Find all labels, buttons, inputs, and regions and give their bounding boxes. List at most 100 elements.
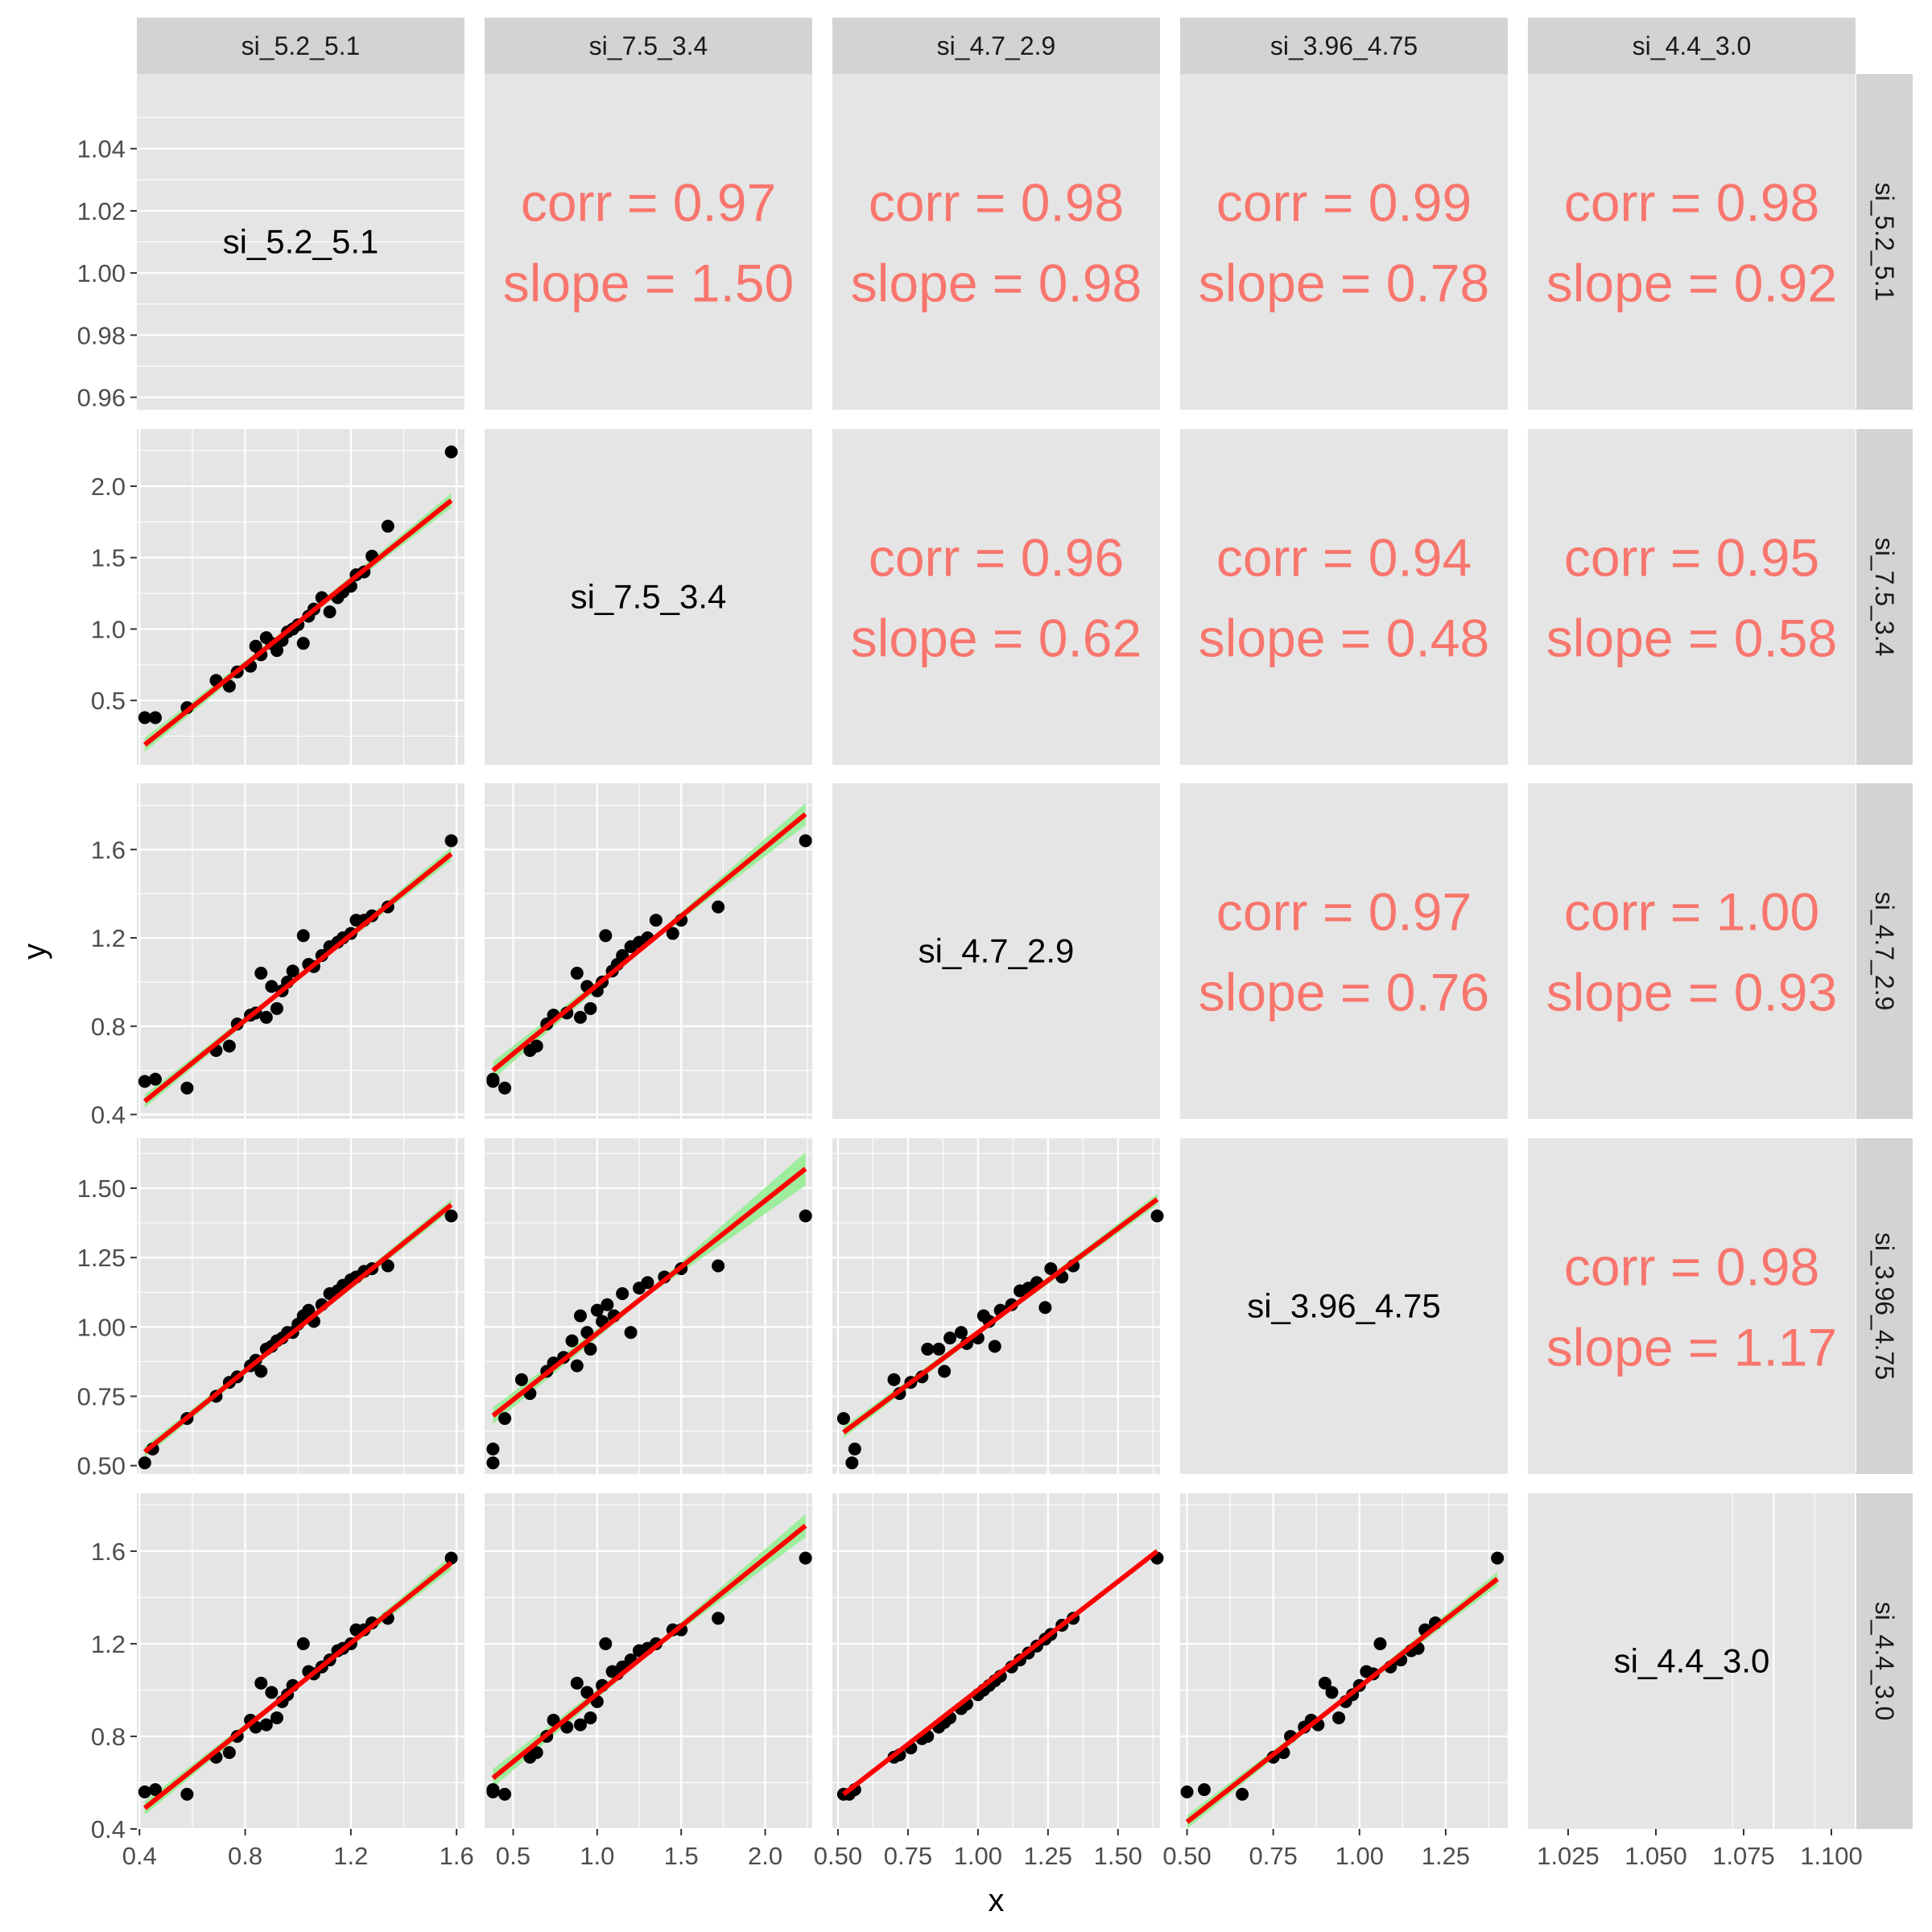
strip-label: si_4.4_3.0	[1870, 1602, 1899, 1721]
x-tick-label: 0.75	[1249, 1842, 1298, 1870]
data-point	[270, 644, 283, 658]
facet-strip-top-4: si_4.4_3.0	[1528, 18, 1856, 74]
scatter-panel-r4-c1	[486, 1513, 812, 1801]
panel-r4-c3	[1180, 1493, 1508, 1831]
data-point	[584, 1001, 597, 1015]
facet-strip-top-0: si_5.2_5.1	[137, 18, 464, 74]
data-point	[254, 1676, 268, 1690]
data-point	[988, 1340, 1001, 1353]
data-point	[138, 1785, 151, 1798]
y-axis-row-3: 0.50 0.75 1.00 1.25 1.50	[77, 1174, 137, 1480]
data-point	[498, 1081, 512, 1095]
panel-background	[832, 1493, 1160, 1829]
data-point	[530, 1746, 543, 1760]
x-tick-label: 1.025	[1537, 1842, 1600, 1870]
strip-label: si_4.7_2.9	[937, 31, 1056, 60]
y-tick-label: 1.25	[77, 1244, 126, 1272]
panel-r4-c2	[832, 1493, 1160, 1831]
facet-strip-top-3: si_3.96_4.75	[1180, 18, 1508, 74]
data-point	[641, 1276, 654, 1290]
diagonal-label: si_4.4_3.0	[1614, 1642, 1770, 1680]
slope-value: slope = 0.58	[1546, 609, 1837, 668]
panel-background	[1180, 74, 1508, 410]
y-tick-label: 0.5	[91, 687, 126, 715]
strip-background	[485, 18, 812, 74]
panel-background	[1528, 429, 1856, 765]
facet-strip-top-1: si_7.5_3.4	[485, 18, 812, 74]
scatter-panel-r1-c0	[138, 445, 458, 752]
corr-value: corr = 0.96	[869, 528, 1124, 588]
y-tick-label: 1.0	[91, 615, 126, 643]
data-point	[498, 1412, 512, 1426]
x-tick-label: 1.2	[333, 1842, 368, 1870]
data-point	[616, 1286, 630, 1300]
x-tick-label: 1.100	[1800, 1842, 1863, 1870]
data-point	[138, 1075, 151, 1088]
slope-value: slope = 0.93	[1546, 963, 1837, 1022]
strip-background	[1856, 783, 1913, 1119]
regression-line	[142, 1560, 453, 1810]
y-tick-label: 0.98	[77, 321, 126, 349]
diagonal-label: si_4.7_2.9	[919, 932, 1075, 970]
data-point	[799, 1551, 812, 1565]
data-point	[565, 1334, 579, 1348]
x-tick-label: 0.5	[496, 1842, 530, 1870]
regression-line	[842, 1197, 1159, 1435]
x-axis-col-4: 1.025 1.050 1.075 1.100	[1537, 1829, 1863, 1870]
data-point	[887, 1373, 901, 1386]
data-point	[270, 1711, 283, 1724]
data-point	[444, 445, 458, 459]
data-point	[381, 519, 394, 533]
x-tick-label: 0.50	[814, 1842, 862, 1870]
strip-label: si_3.96_4.75	[1270, 31, 1418, 60]
data-point	[486, 1456, 500, 1470]
data-point	[254, 1364, 268, 1378]
data-point	[848, 1442, 861, 1455]
corr-value: corr = 0.98	[1564, 1237, 1819, 1297]
regression-line	[491, 1523, 807, 1781]
data-point	[836, 1412, 850, 1426]
data-point	[649, 914, 663, 927]
panel-r1-c2	[832, 429, 1160, 765]
data-point	[323, 605, 336, 619]
scatter-panel-r3-c2	[836, 1193, 1164, 1470]
strip-background	[137, 18, 464, 74]
panel-r0-c4	[1528, 74, 1856, 410]
y-tick-label: 0.8	[91, 1723, 126, 1751]
data-point	[590, 1303, 604, 1317]
data-point	[180, 1787, 194, 1801]
x-axis-col-2: 0.50 0.75 1.00 1.25 1.50	[814, 1829, 1142, 1870]
strip-background	[1528, 18, 1856, 74]
y-tick-label: 1.04	[77, 135, 126, 163]
data-point	[938, 1364, 952, 1378]
y-tick-label: 0.50	[77, 1452, 126, 1480]
regression-line	[491, 812, 807, 1072]
strip-label: si_5.2_5.1	[1870, 183, 1899, 302]
facet-strip-top-2: si_4.7_2.9	[832, 18, 1160, 74]
y-tick-label: 1.00	[77, 259, 126, 287]
data-point	[712, 1259, 725, 1273]
data-point	[599, 929, 613, 943]
strip-label: si_5.2_5.1	[242, 31, 361, 60]
data-point	[624, 1326, 638, 1340]
facet-strip-right-1: si_7.5_3.4	[1856, 429, 1913, 765]
regression-line	[842, 1549, 1159, 1797]
facet-strip-right-3: si_3.96_4.75	[1856, 1138, 1913, 1474]
facet-strip-right-4: si_4.4_3.0	[1856, 1493, 1913, 1829]
strip-background	[1856, 1493, 1913, 1829]
slope-value: slope = 0.78	[1199, 254, 1489, 313]
strip-label: si_3.96_4.75	[1870, 1232, 1899, 1380]
data-point	[265, 1686, 279, 1699]
data-point	[955, 1326, 968, 1340]
corr-value: corr = 0.97	[1216, 882, 1472, 942]
data-point	[1197, 1783, 1211, 1797]
data-point	[712, 1612, 725, 1625]
y-tick-label: 1.00	[77, 1313, 126, 1341]
regression-line	[142, 852, 453, 1104]
data-point	[601, 1298, 614, 1311]
y-axis-row-4: 0.4 0.8 1.2 1.6	[91, 1538, 137, 1843]
data-point	[148, 1783, 162, 1797]
scatter-panel-r4-c0	[138, 1551, 458, 1815]
corr-value: corr = 0.97	[521, 173, 776, 233]
